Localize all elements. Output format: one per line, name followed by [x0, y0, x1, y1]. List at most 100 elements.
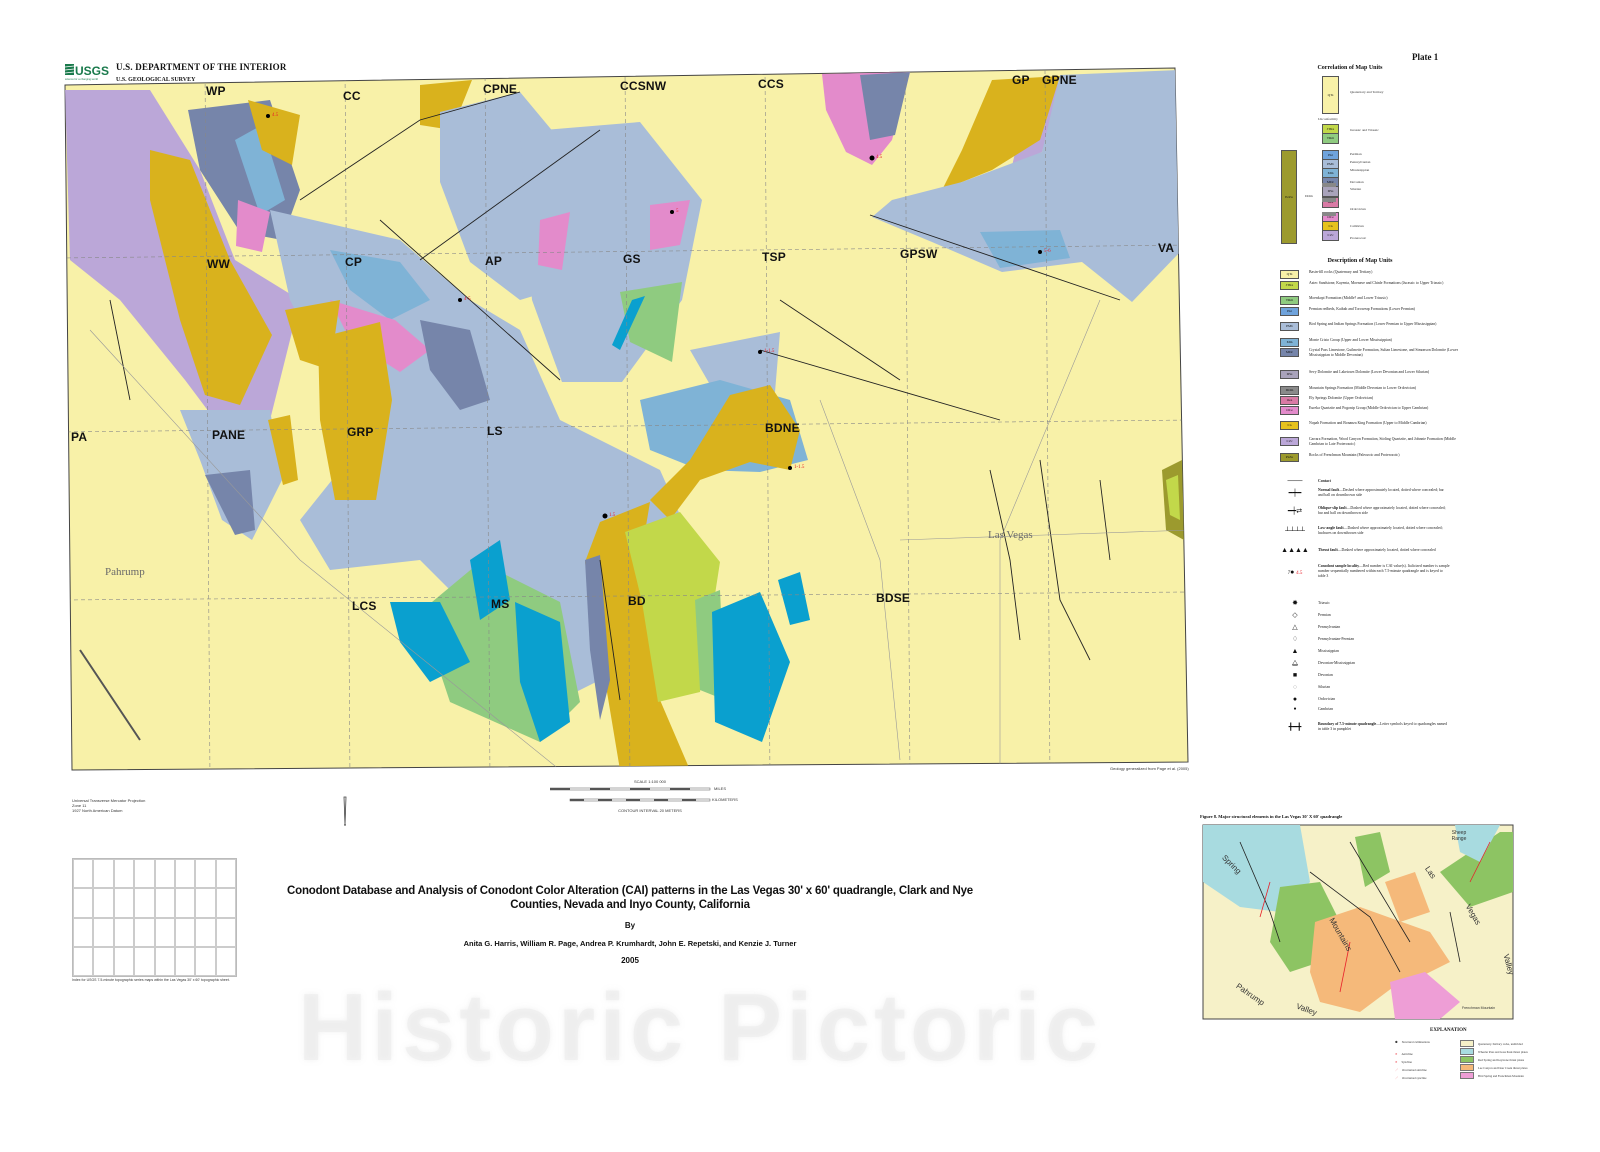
unit-description: Mm Monte Cristo Group (Upper and Lower Mi…	[1280, 338, 1460, 347]
inset-faults	[1239, 841, 1461, 973]
unit-Cn[interactable]	[248, 100, 300, 165]
symbol-silurian: ○ Silurian	[1280, 683, 1450, 691]
symbol-note: —Red number is CAI value(s). Italicized …	[1318, 564, 1450, 578]
unit-description: TRm Moenkopi Formation (Middle? and Lower…	[1280, 296, 1460, 305]
unit-description: DOm Mountain Springs Formation (Middle De…	[1280, 386, 1460, 395]
explanation-item: ✕ Syncline	[1395, 1060, 1413, 1064]
authors: Anita G. Harris, William R. Page, Andrea…	[463, 939, 797, 948]
explanation-item: ／ Overturned anticline	[1395, 1068, 1427, 1072]
sample-localities: 4.5 4-5 5 1-1.5 4.5 5-6 1.5 1-1.5	[266, 113, 1051, 519]
unit-swatch: Pkt	[1280, 307, 1299, 316]
unit-JTRa[interactable]	[625, 512, 720, 702]
explanation-label: Wheeler Pass and Gass Peak thrust plates	[1478, 1049, 1528, 1054]
symbol-label: Devonian	[1318, 672, 1333, 677]
unit-Pkt[interactable]	[470, 540, 510, 620]
unit-Cn[interactable]	[650, 385, 800, 520]
unit-MDc[interactable]	[585, 555, 610, 720]
quadrangle-boundary-icon: ╋━╋	[1288, 723, 1302, 731]
unit-MDc[interactable]	[860, 72, 910, 140]
unit-description: PzZu Rocks of Frenchman Mountain (Paleozo…	[1280, 453, 1460, 462]
unit-Cn[interactable]	[420, 80, 472, 130]
cor-period-label: Silurian	[1350, 187, 1362, 191]
ordovician-icon: ●	[1292, 695, 1298, 703]
unit-text: Sevy Dolomite and Laketown Dolomite (Low…	[1309, 370, 1430, 374]
explanation-item: Wheeler Pass and Gass Peak thrust plates	[1460, 1048, 1528, 1055]
explanation-item: ⚈ Structural culminations	[1395, 1040, 1430, 1044]
unit-swatch: DOm	[1280, 386, 1299, 395]
unit-description: Cn Nopah Formation and Bonanza King Forma…	[1280, 421, 1460, 430]
unit-Pkt[interactable]	[778, 572, 810, 625]
oblique-slip-fault-icon: ━┿⇄	[1287, 507, 1303, 515]
explanation-label: Syncline	[1401, 1060, 1413, 1064]
plate-number: Plate 1	[1412, 52, 1439, 62]
dom-box	[1322, 212, 1336, 216]
unit-swatch: JTRa	[1280, 281, 1299, 290]
quad-label: MS	[491, 597, 510, 611]
sample-number: 7	[1287, 570, 1291, 576]
projection-note: Universal Transverse Mercator Projection…	[72, 798, 145, 813]
symbol-pennsylvanian: △ Pennsylvanian	[1280, 623, 1450, 631]
unit-OCe[interactable]	[236, 200, 270, 252]
cor-period-label: Devonian	[1350, 180, 1364, 184]
unit-description: PMb Bird Spring and Indian Springs Format…	[1280, 322, 1460, 331]
unit-text: Ely Springs Dolomite (Upper Ordovician)	[1309, 396, 1374, 400]
quad-label: WW	[207, 257, 231, 271]
explanation-item: Bird Spring and Frenchman Mountain	[1460, 1072, 1524, 1079]
unit-text: Carrara Formation, Wood Canyon Formation…	[1309, 437, 1456, 446]
unit-MDc[interactable]	[420, 320, 490, 410]
structural-inset-map[interactable]	[1200, 822, 1516, 1022]
explanation-title: EXPLANATION	[1430, 1028, 1467, 1033]
sample-locality-icon: 7● 4.5	[1287, 567, 1303, 576]
unit-PMb[interactable]	[872, 70, 1180, 302]
symbol-normal-fault: ━┿━ Normal fault—Dashed where approximate…	[1280, 488, 1450, 498]
index-caption: Index for USGS 7.5-minute topographic se…	[72, 978, 230, 982]
cor-period-label: Permian	[1350, 152, 1362, 156]
unit-OCe[interactable]	[538, 212, 570, 270]
cor-period-label: Cambrian	[1350, 224, 1364, 228]
quad-label: GRP	[347, 425, 374, 439]
usgs-logo: USGS science for a changing world	[65, 64, 109, 81]
unit-Mm[interactable]	[980, 230, 1070, 268]
unit-swatch: TRm	[1280, 296, 1299, 305]
inset-unit-orange	[1385, 872, 1430, 922]
description-title: Description of Map Units	[1327, 258, 1393, 264]
unit-Cn[interactable]	[268, 415, 298, 485]
unit-OCe[interactable]	[650, 200, 690, 250]
unit-Pkt[interactable]	[390, 602, 470, 682]
publication-year: 2005	[621, 956, 639, 965]
contact-line-icon: ───	[1287, 477, 1303, 485]
unit-Pkt[interactable]	[712, 592, 790, 742]
symbol-note: —Dashed where approximately located, dot…	[1318, 526, 1443, 535]
svg-text:4-5: 4-5	[464, 297, 471, 302]
unit-Cn[interactable]	[318, 322, 392, 500]
source-note: Geology generalized from Page et al. (20…	[1110, 766, 1189, 771]
unit-Mm[interactable]	[330, 250, 430, 320]
explanation-item: ／ Overturned syncline	[1395, 1076, 1427, 1080]
devonian-icon: ■	[1292, 671, 1298, 679]
unit-Pkt[interactable]	[612, 296, 645, 350]
unit-JTRa[interactable]	[1166, 475, 1180, 520]
quad-label: PANE	[212, 428, 246, 442]
geologic-map[interactable]: 4.5 4-5 5 1-1.5 4.5 5-6 1.5 1-1.5	[0, 0, 1600, 800]
contour-interval: CONTOUR INTERVAL 20 METERS	[618, 808, 682, 813]
mississippian-icon: ▲	[1291, 647, 1299, 655]
svg-text:1.5: 1.5	[609, 513, 616, 518]
symbol-label: Triassic	[1318, 600, 1330, 605]
low-angle-fault-icon: ┴┴┴┴	[1285, 527, 1305, 535]
unit-Cn[interactable]	[150, 150, 272, 405]
quad-label: CPNE	[483, 82, 518, 96]
pennsylvanian-permian-icon: ♢	[1291, 635, 1299, 643]
unit-swatch: MDc	[1280, 348, 1299, 357]
quad-label: CC	[343, 89, 361, 103]
explanation-label: Lee Canyon and Deer Creek thrust plates	[1478, 1065, 1528, 1070]
symbol-label: Conodont sample locality	[1318, 564, 1360, 568]
unit-Cn[interactable]	[585, 502, 690, 770]
permian-icon: ◇	[1292, 611, 1298, 619]
unit-description: JTRa Aztec Sandstone, Kayenta, Moenave an…	[1280, 281, 1460, 290]
unit-Mm[interactable]	[235, 125, 285, 215]
symbol-label: Contact	[1318, 478, 1331, 483]
symbol-ordovician: ● Ordovician	[1280, 695, 1450, 703]
unit-MDc[interactable]	[205, 470, 255, 535]
unit-Cn[interactable]	[942, 76, 1060, 190]
unit-Pkt[interactable]	[515, 602, 570, 742]
